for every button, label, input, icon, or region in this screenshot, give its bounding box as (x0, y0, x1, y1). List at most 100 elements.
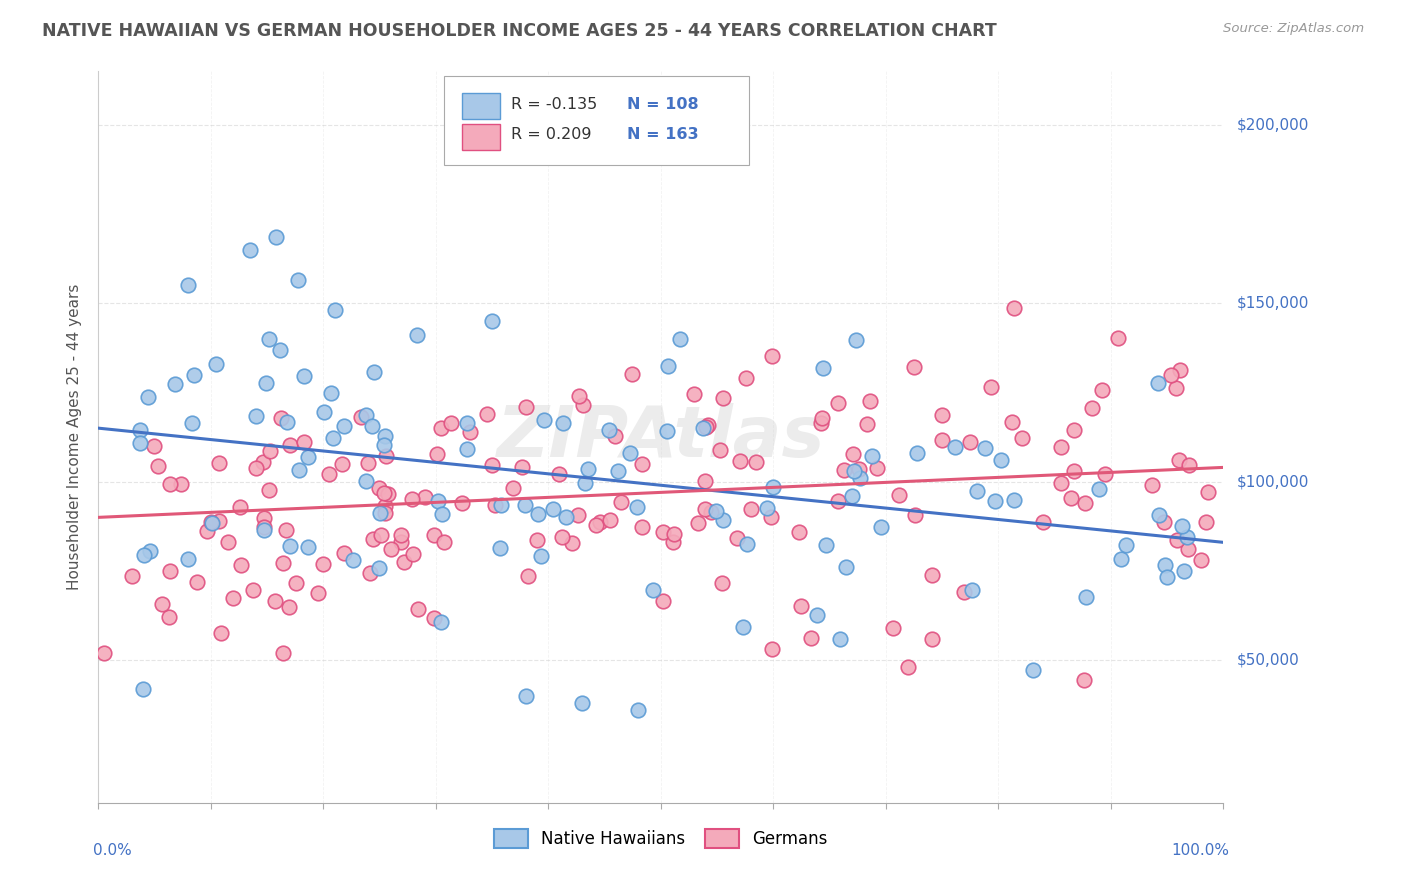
Point (257, 333, 280, 347)
Point (278, 599, 301, 614)
Text: ZIPAtlas: ZIPAtlas (496, 402, 825, 472)
Point (553, 416, 575, 430)
Point (905, 445, 928, 459)
Point (548, 467, 571, 481)
Point (1166, 381, 1188, 395)
Text: 100.0%: 100.0% (1171, 843, 1229, 858)
Point (599, 513, 621, 527)
Point (314, 404, 336, 418)
Point (477, 407, 499, 421)
Point (128, 436, 150, 450)
Point (93, 646, 115, 660)
Point (571, 696, 593, 710)
Point (389, 535, 412, 549)
Point (811, 411, 834, 425)
Point (1060, 491, 1083, 506)
Point (263, 594, 285, 608)
Point (984, 494, 1007, 508)
Point (180, 417, 202, 431)
Point (921, 568, 943, 582)
Point (603, 429, 626, 443)
Point (489, 498, 512, 512)
Point (530, 549, 553, 564)
Point (585, 517, 607, 532)
Point (177, 552, 200, 566)
Point (284, 576, 307, 591)
Point (269, 343, 291, 358)
Point (897, 660, 920, 674)
Point (1156, 569, 1178, 583)
Point (270, 411, 292, 425)
Point (709, 442, 731, 457)
Point (815, 538, 838, 552)
Point (800, 631, 823, 645)
Point (1153, 515, 1175, 529)
Point (318, 467, 340, 482)
Point (1049, 440, 1071, 454)
Point (427, 493, 450, 508)
Point (889, 488, 911, 502)
Point (693, 474, 716, 488)
Point (1147, 376, 1170, 390)
Point (711, 391, 734, 405)
Point (554, 509, 576, 524)
Point (832, 463, 855, 477)
Point (643, 582, 665, 597)
Point (186, 574, 208, 589)
Point (844, 464, 866, 478)
Point (323, 303, 346, 318)
Point (138, 390, 160, 404)
Text: $200,000: $200,000 (1237, 118, 1309, 132)
Point (855, 417, 877, 431)
Text: 0.0%: 0.0% (93, 843, 132, 858)
Point (200, 515, 222, 529)
Point (292, 369, 315, 384)
Point (319, 385, 342, 400)
Point (1094, 467, 1116, 481)
Point (370, 528, 392, 542)
Point (280, 438, 302, 452)
Point (288, 462, 311, 476)
Point (402, 547, 425, 561)
Point (373, 485, 395, 500)
Point (787, 524, 810, 539)
Point (568, 389, 591, 403)
Point (157, 610, 180, 624)
Text: $50,000: $50,000 (1237, 653, 1301, 667)
Point (620, 367, 643, 381)
Point (481, 458, 503, 472)
Point (841, 489, 863, 503)
Point (848, 462, 870, 476)
Point (980, 380, 1002, 394)
FancyBboxPatch shape (461, 124, 501, 150)
Point (312, 557, 335, 571)
Point (222, 591, 245, 605)
Point (458, 425, 481, 439)
Point (252, 510, 274, 524)
Point (361, 419, 384, 434)
Point (423, 528, 446, 542)
Point (207, 514, 229, 528)
Point (330, 458, 353, 472)
Point (845, 333, 868, 347)
Point (502, 481, 524, 495)
Point (711, 575, 734, 590)
Point (132, 681, 155, 696)
Point (811, 360, 834, 375)
Text: R = 0.209: R = 0.209 (512, 128, 592, 143)
Point (693, 502, 716, 516)
Point (359, 566, 381, 581)
Text: $150,000: $150,000 (1237, 296, 1309, 310)
Point (297, 450, 319, 464)
Point (392, 554, 415, 568)
Point (456, 416, 478, 430)
Point (931, 433, 953, 447)
Point (1153, 558, 1175, 572)
Point (322, 431, 344, 445)
Point (354, 408, 377, 422)
Point (711, 513, 734, 527)
Point (697, 417, 720, 432)
Point (1074, 590, 1097, 604)
Point (426, 447, 449, 461)
Point (848, 471, 870, 485)
